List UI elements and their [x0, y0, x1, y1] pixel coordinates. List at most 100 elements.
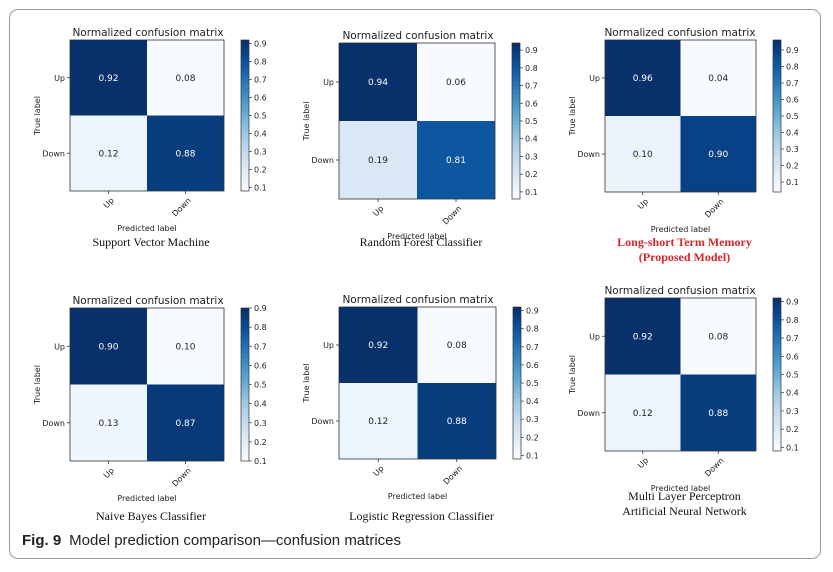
colorbar-segment — [512, 187, 520, 192]
confusion-matrix-5: Normalized confusion matrix 0.92 0.08 0.12 0… — [302, 294, 539, 523]
x-axis-label: Predicted label — [117, 494, 176, 503]
matrix-border — [604, 39, 757, 193]
colorbar-segment — [773, 439, 781, 444]
colorbar-segment — [773, 165, 781, 170]
colorbar-segment — [773, 298, 781, 303]
colorbar-segment — [512, 140, 520, 145]
cell-value-label: 0.90 — [708, 150, 728, 160]
colorbar-segment — [773, 435, 781, 441]
cell-value-label: 0.04 — [708, 74, 728, 84]
figure-caption-text: Model prediction comparison—confusion ma… — [69, 532, 401, 549]
colorbar-segment — [241, 369, 249, 374]
colorbar-tick-label: 0.7 — [786, 334, 799, 343]
colorbar-segment — [241, 164, 249, 169]
cell-value-label: 0.10 — [175, 342, 195, 352]
matrix-cell — [605, 116, 681, 192]
colorbar-tick-label: 0.1 — [526, 451, 539, 460]
x-tick-label: Down — [170, 196, 192, 218]
matrix-border — [604, 297, 757, 452]
colorbar-segment — [512, 105, 520, 110]
matrix-border — [338, 306, 497, 460]
colorbar-segment — [241, 119, 249, 124]
matrix-cell — [417, 43, 495, 121]
colorbar-segment — [512, 183, 520, 188]
colorbar-segment — [773, 176, 781, 182]
colorbar-segment — [512, 167, 520, 173]
colorbar-segment — [241, 115, 249, 120]
matrix-cell — [147, 40, 224, 116]
colorbar-segment — [513, 307, 521, 312]
colorbar-segment — [241, 323, 249, 328]
y-axis-label: True label — [302, 364, 311, 404]
colorbar-segment — [773, 370, 781, 376]
colorbar-segment — [241, 40, 249, 45]
colorbar-segment — [241, 134, 249, 139]
y-axis-label: True label — [33, 96, 42, 136]
colorbar-tick-label: 0.3 — [254, 419, 267, 428]
colorbar-tick-label: 0.1 — [786, 178, 799, 187]
colorbar-segment — [773, 123, 781, 128]
colorbar-tick-label: 0.8 — [254, 323, 267, 332]
x-tick-label: Up — [636, 197, 650, 211]
x-tick-label: Up — [102, 466, 116, 480]
colorbar-segment — [773, 93, 781, 98]
matrix-title: Normalized confusion matrix — [604, 285, 755, 297]
colorbar-segment — [512, 62, 520, 67]
colorbar-segment — [512, 78, 520, 83]
matrix-cell — [70, 384, 147, 461]
colorbar-segment — [773, 81, 781, 87]
colorbar-segment — [513, 367, 521, 373]
colorbar-tick-label: 0.4 — [254, 129, 267, 138]
colorbar-segment — [241, 89, 249, 94]
colorbar-tick-label: 0.9 — [254, 304, 267, 313]
y-axis-label: True label — [302, 102, 311, 142]
cell-value-label: 0.88 — [447, 417, 467, 427]
colorbar-segment — [773, 355, 781, 360]
colorbar-segment — [241, 434, 249, 439]
colorbar-segment — [241, 157, 249, 162]
colorbar-tick-label: 0.2 — [254, 165, 267, 174]
x-tick-label: Down — [170, 466, 192, 488]
colorbar-segment — [512, 117, 520, 122]
colorbar-tick-label: 0.6 — [254, 361, 267, 370]
colorbar-segment — [241, 111, 249, 117]
colorbar-segment — [513, 413, 521, 418]
colorbar-segment — [512, 128, 520, 134]
colorbar-tick-label: 0.3 — [786, 145, 799, 154]
matrix-cell — [680, 116, 756, 192]
colorbar-segment — [773, 351, 781, 356]
colorbar-tick-label: 0.6 — [526, 361, 539, 370]
x-axis-label: Predicted label — [117, 224, 176, 233]
colorbar-segment — [241, 415, 249, 420]
model-name: Long-short Term Memory — [617, 235, 752, 249]
y-tick-label: Down — [311, 417, 334, 426]
colorbar-segment — [241, 70, 249, 75]
colorbar-tick-label: 0.2 — [525, 170, 538, 179]
colorbar-segment — [513, 424, 521, 430]
colorbar-segment — [773, 112, 781, 117]
colorbar-segment — [513, 356, 521, 361]
colorbar-segment — [241, 342, 249, 347]
cell-value-label: 0.19 — [368, 156, 388, 166]
colorbar-segment — [241, 187, 249, 192]
colorbar-segment — [773, 340, 781, 345]
colorbar-segment — [241, 453, 249, 458]
matrix-cell — [417, 383, 496, 459]
colorbar-tick-label: 0.1 — [525, 188, 538, 197]
x-tick-label: Down — [703, 197, 725, 219]
colorbar-segment — [773, 389, 781, 395]
cell-value-label: 0.10 — [633, 150, 653, 160]
model-name: Random Forest Classifier — [360, 235, 483, 249]
colorbar-segment — [513, 379, 521, 384]
colorbar-segment — [773, 154, 781, 159]
colorbar-segment — [773, 401, 781, 406]
matrix-cell — [680, 374, 756, 451]
matrix-cell — [339, 121, 417, 199]
model-name: (Proposed Model) — [639, 250, 730, 264]
colorbar-tick-label: 0.9 — [254, 40, 267, 49]
model-name: Support Vector Machine — [92, 235, 209, 249]
colorbar-segment — [241, 441, 249, 447]
x-tick-label: Down — [441, 204, 463, 226]
colorbar-segment — [512, 195, 520, 200]
matrix-cell — [147, 308, 224, 385]
